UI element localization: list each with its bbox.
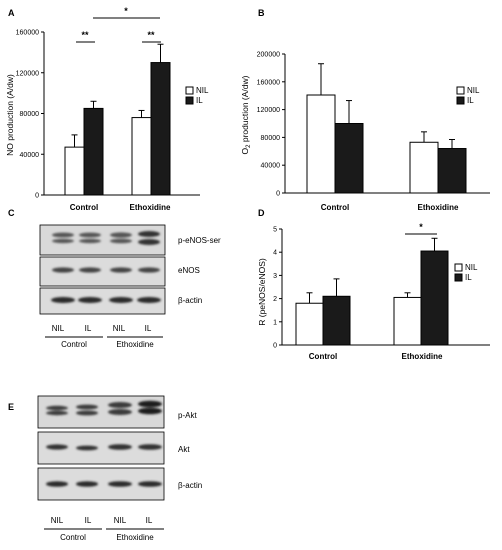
chart-b-ylabel: O2 production (A/dw) [240, 75, 252, 154]
chart-d-legend-swatch-nil [454, 263, 463, 272]
chart-b-legend-swatch-nil [456, 86, 465, 95]
chart-b-legend-label-il: IL [467, 96, 474, 105]
chart-d-ytick-label: 1 [273, 319, 277, 326]
blot-c-lane-1: NIL [52, 324, 65, 333]
blot-c-label-actin: β-actin [178, 296, 202, 305]
chart-d-category-label: Control [309, 352, 337, 361]
chart-a-bar-nil [131, 117, 152, 196]
western-blot-c: p-eNOS-ser eNOS β-actin NIL IL NIL IL Co… [39, 224, 221, 349]
chart-a-legend-swatch-il [185, 96, 194, 105]
blot-c-band-peNOS [39, 224, 166, 256]
western-blot-e: p-Akt Akt β-actin NIL IL NIL IL Control … [37, 395, 202, 542]
blot-e-label-pAkt: p-Akt [178, 411, 197, 420]
chart-d-bar-nil [393, 296, 422, 346]
blot-e-lane-1: NIL [51, 516, 64, 525]
chart-a-bar-il [83, 107, 104, 196]
chart-a-ytick-label: 120000 [16, 70, 39, 77]
chart-d-ytick-label: 2 [273, 296, 277, 303]
blot-c-lane-2: IL [85, 324, 92, 333]
chart-d-ylabel: R (peNOS/eNOS) [257, 258, 267, 326]
chart-d-bar-nil [295, 302, 324, 346]
chart-d-sig: * [419, 222, 423, 232]
blot-e-group-2: Ethoxidine [116, 533, 154, 542]
chart-b-category-label: Ethoxidine [418, 203, 459, 212]
chart-a-category-label: Ethoxidine [130, 203, 171, 212]
blot-c-label-peNOS: p-eNOS-ser [178, 236, 221, 245]
panel-letter-c: C [8, 208, 15, 218]
chart-d-ytick-label: 0 [273, 343, 277, 350]
chart-d-legend-swatch-il [454, 273, 463, 282]
chart-d-category-label: Ethoxidine [402, 352, 443, 361]
blot-e-lane-4: IL [146, 516, 153, 525]
blot-e-band-actin [37, 467, 165, 501]
chart-b-ytick-label: 120000 [257, 107, 280, 114]
chart-a-sig-control: ** [81, 30, 89, 40]
blot-e-group-1: Control [60, 533, 86, 542]
chart-a-ylabel: NO production (A/dw) [5, 74, 15, 156]
chart-a-bar-il [150, 62, 171, 196]
chart-a-ytick-label: 0 [35, 193, 39, 200]
blot-e-band-Akt [37, 431, 165, 465]
chart-b: 0 40000 80000 120000 160000 200000 Control Etho… [257, 52, 490, 212]
chart-b-ytick-label: 200000 [257, 52, 280, 59]
blot-c-group-1: Control [61, 340, 87, 349]
chart-d-legend-label-il: IL [465, 273, 472, 282]
chart-b-ytick-label: 0 [276, 191, 280, 198]
blot-c-band-eNOS [39, 256, 166, 287]
blot-e-band-pAkt [37, 395, 165, 429]
chart-a-legend-swatch-nil [185, 86, 194, 95]
chart-a-category-label: Control [70, 203, 98, 212]
chart-b-category-label: Control [321, 203, 349, 212]
chart-b-legend-swatch-il [456, 96, 465, 105]
panel-letter-d: D [258, 208, 265, 218]
chart-a-legend-label-il: IL [196, 96, 203, 105]
chart-a-ytick-label: 80000 [20, 111, 40, 118]
chart-b-bar-nil [306, 94, 336, 194]
chart-a-ytick-label: 40000 [20, 152, 40, 159]
panel-letter-e: E [8, 402, 14, 412]
chart-d-bar-il [322, 295, 351, 346]
blot-e-lane-2: IL [85, 516, 92, 525]
blot-e-label-actin: β-actin [178, 481, 202, 490]
blot-e-label-Akt: Akt [178, 445, 190, 454]
chart-a-legend-label-nil: NIL [196, 86, 209, 95]
chart-a-sig-ethox: ** [147, 30, 155, 40]
blot-c-band-actin [39, 287, 166, 315]
chart-d-ytick-label: 4 [273, 250, 277, 257]
chart-d-legend-label-nil: NIL [465, 263, 478, 272]
chart-b-ytick-label: 40000 [261, 163, 281, 170]
chart-a-sig-il: * [124, 6, 128, 16]
chart-d-ytick-label: 5 [273, 227, 277, 234]
blot-c-lane-3: NIL [113, 324, 126, 333]
chart-b-legend-label-nil: NIL [467, 86, 480, 95]
chart-a: 0 40000 80000 120000 160000 Control Ethoxidine… [16, 6, 209, 212]
chart-d-bar-il [420, 250, 449, 346]
chart-b-ytick-label: 80000 [261, 135, 281, 142]
blot-c-label-eNOS: eNOS [178, 266, 200, 275]
chart-d-ytick-label: 3 [273, 273, 277, 280]
chart-a-ytick-label: 160000 [16, 30, 39, 37]
panel-letter-b: B [258, 8, 265, 18]
blot-e-lane-3: NIL [114, 516, 127, 525]
chart-b-bar-il [334, 123, 364, 194]
chart-b-ytick-label: 160000 [257, 79, 280, 86]
panel-letter-a: A [8, 8, 15, 18]
blot-c-lane-4: IL [145, 324, 152, 333]
chart-b-bar-nil [409, 141, 439, 194]
chart-a-bar-nil [64, 146, 85, 196]
chart-b-bar-il [437, 148, 467, 194]
blot-c-group-2: Ethoxidine [116, 340, 154, 349]
